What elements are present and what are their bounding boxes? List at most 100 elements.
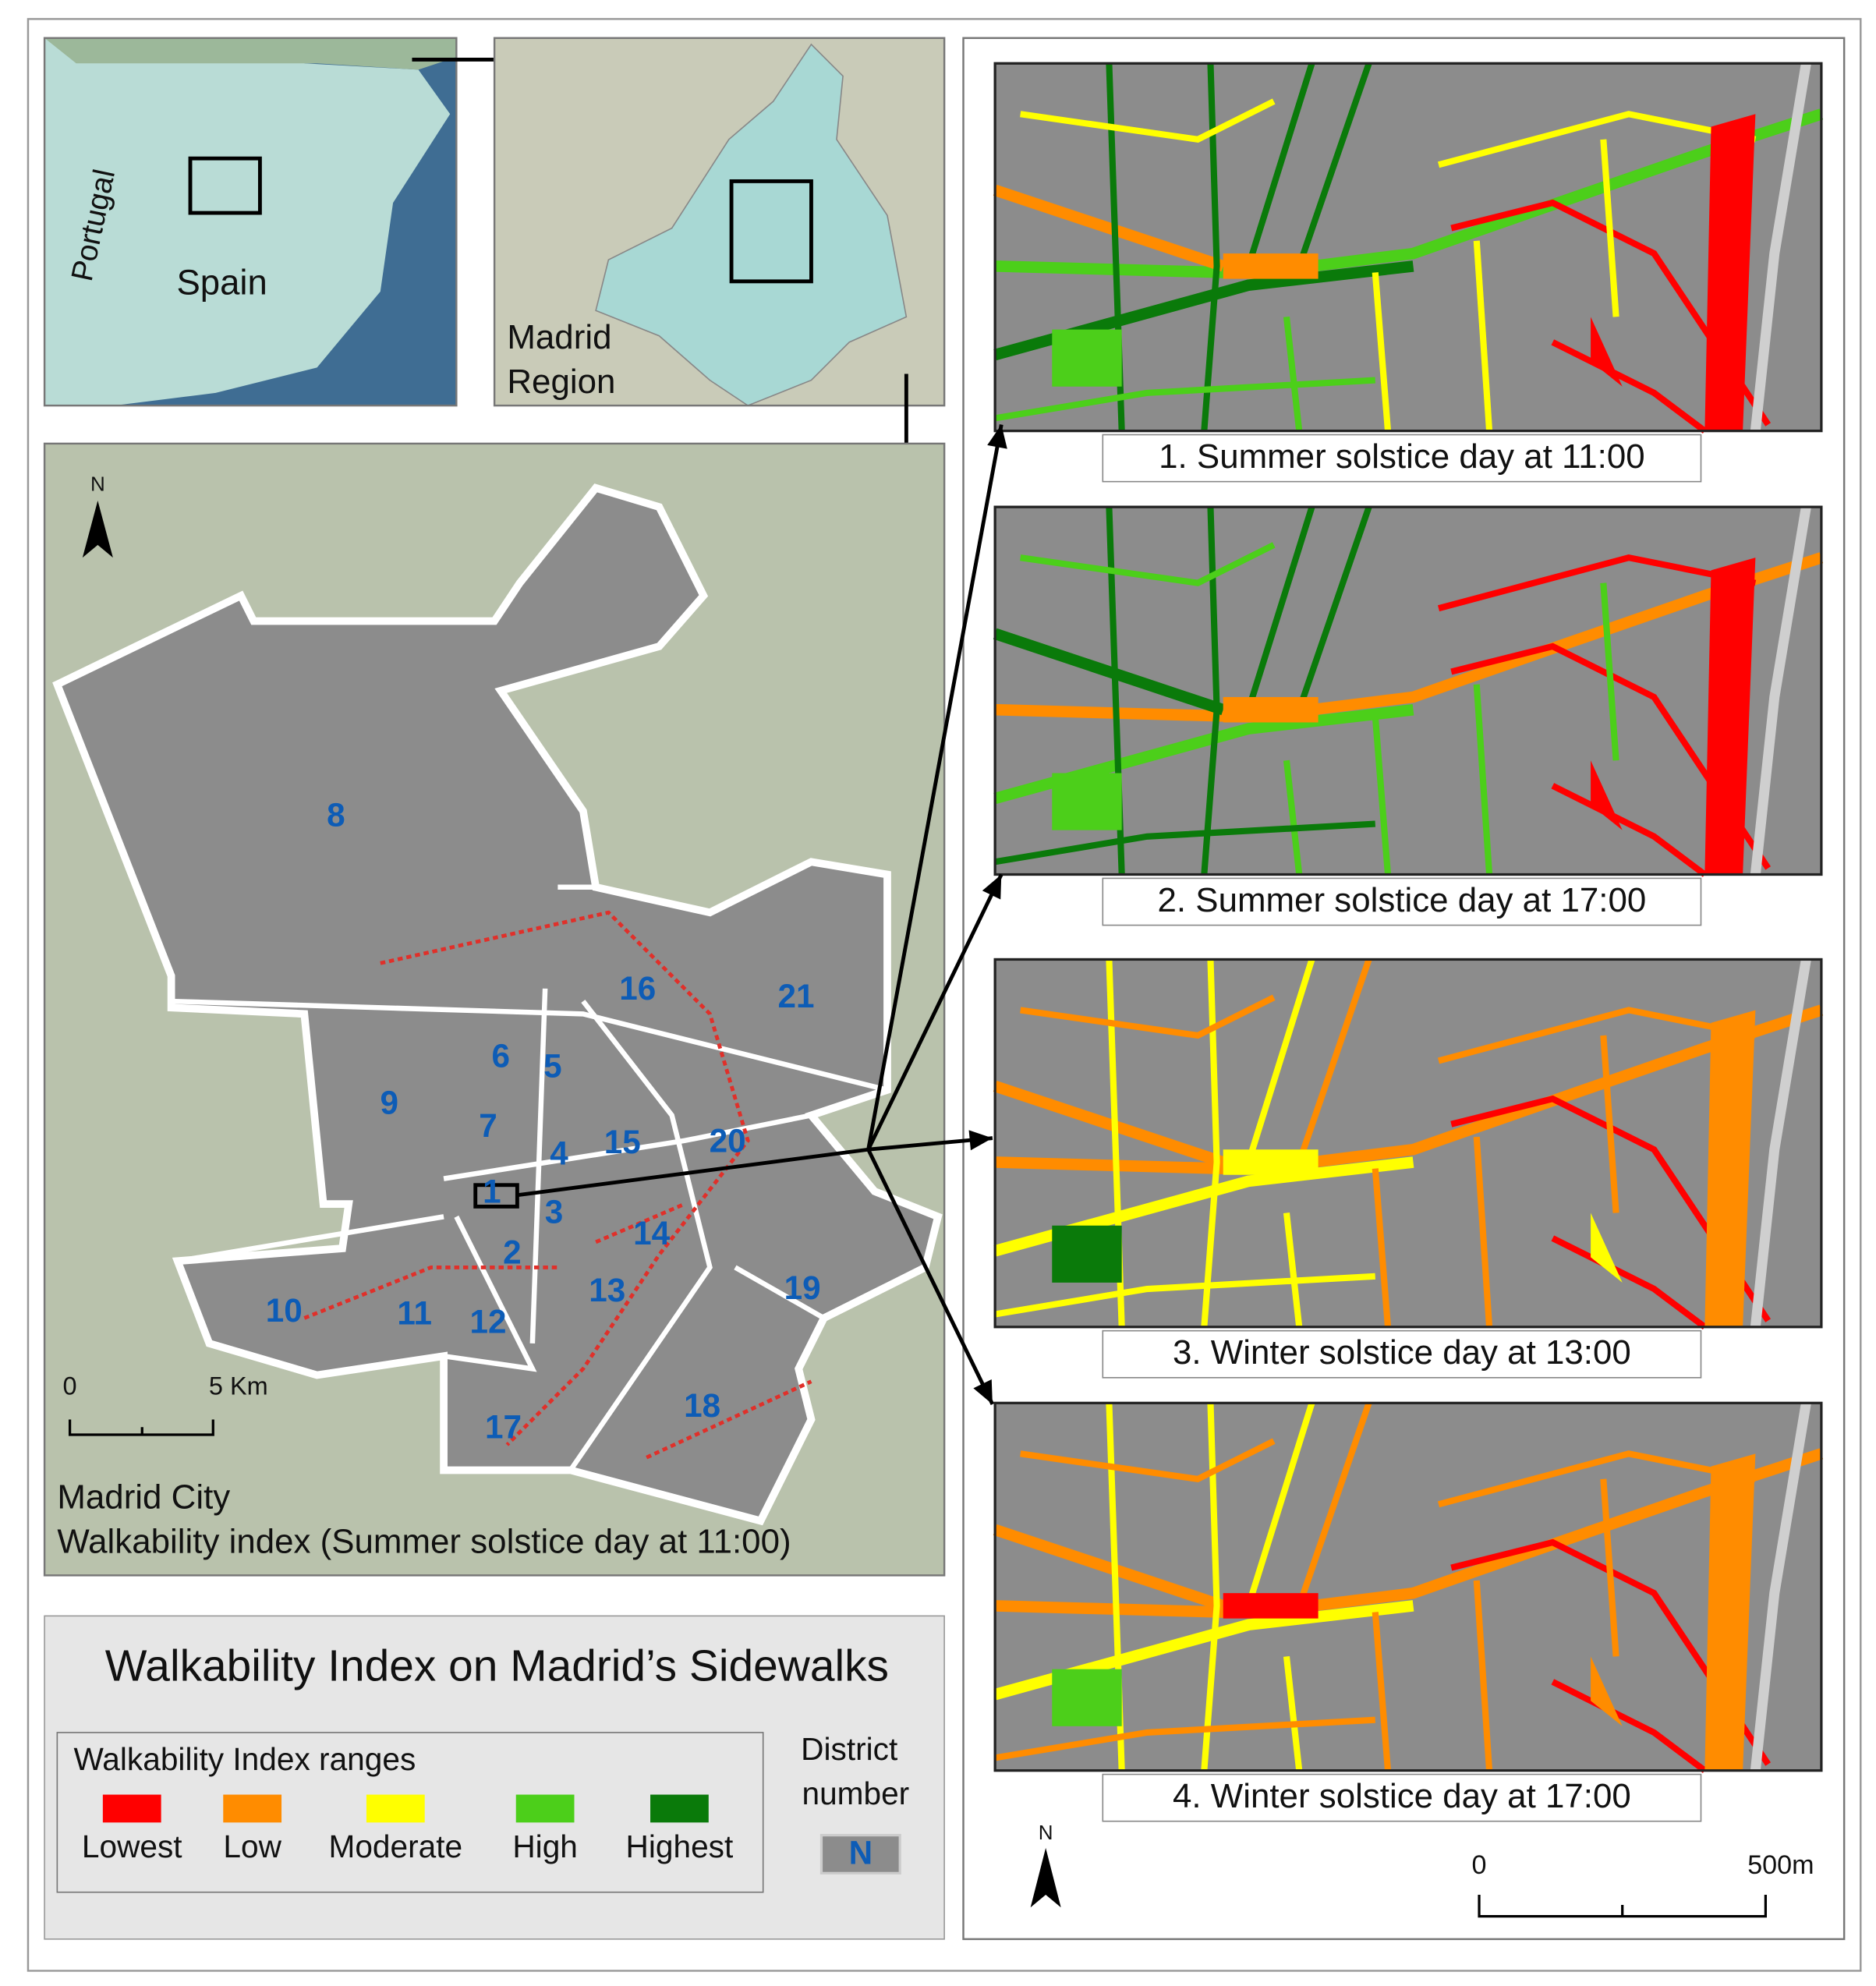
sidewalk: [1296, 62, 1372, 267]
road: [1750, 1402, 1811, 1772]
scale-label: 5 Km: [209, 1372, 268, 1400]
label-spain: Spain: [176, 263, 267, 303]
sidewalk: [1283, 1655, 1303, 1772]
district-title-2: number: [802, 1775, 909, 1811]
panel-caption: 2. Summer solstice day at 17:00: [1158, 881, 1647, 919]
detail-frame: [993, 958, 1823, 1329]
detail-frame: [993, 1401, 1823, 1772]
label-region-1: Madrid: [507, 318, 611, 356]
road: [1750, 506, 1811, 876]
sidewalk: [994, 1716, 1375, 1761]
sidewalk: [1283, 759, 1303, 875]
sidewalk: [993, 1081, 1226, 1168]
scale-bar: [68, 1419, 214, 1436]
sidewalk: [1296, 1401, 1372, 1607]
plaza-block: [1704, 558, 1756, 875]
park: [1052, 1225, 1122, 1283]
sidewalk: [1372, 272, 1392, 431]
caption-box: [1102, 1329, 1702, 1379]
city-boundary: [52, 483, 943, 1526]
panel-caption: 4. Winter solstice day at 17:00: [1173, 1777, 1631, 1815]
scale-label: 0: [1472, 1850, 1487, 1880]
ranges-box: [56, 1732, 764, 1893]
sidewalk: [1245, 958, 1315, 1163]
detail-frame: [993, 62, 1823, 433]
region-inset: Madrid Region: [493, 37, 946, 407]
road: [1750, 958, 1811, 1328]
legend-swatch: [515, 1794, 575, 1823]
city-map: N 0 5 Km Madrid City Walkability index (…: [43, 442, 946, 1577]
district-number: 19: [784, 1269, 821, 1306]
sidewalk: [1473, 240, 1493, 431]
madrid-region: [595, 43, 908, 407]
locator-box: [188, 156, 262, 215]
sidewalk: [993, 1524, 1226, 1612]
sidewalk: [1245, 1402, 1315, 1607]
district-title-1: District: [801, 1731, 897, 1767]
legend-swatch: [366, 1794, 425, 1823]
sidewalk: [1283, 316, 1303, 432]
district-number: 1: [483, 1173, 501, 1209]
map-frame: [43, 442, 946, 1577]
caption-box: [1102, 1773, 1702, 1822]
sidewalk: [1551, 1679, 1707, 1773]
district-number: 18: [684, 1387, 720, 1424]
scale-label: 500m: [1747, 1850, 1814, 1880]
district-number: 12: [469, 1304, 506, 1340]
district-swatch: [819, 1833, 901, 1874]
legend-swatch: [223, 1794, 282, 1823]
park: [1052, 329, 1122, 387]
sidewalk: [1600, 1035, 1619, 1213]
district-number: 13: [589, 1272, 625, 1308]
district-number: 5: [543, 1047, 562, 1084]
city-caption-1: Madrid City: [57, 1478, 230, 1516]
legend-swatch: [650, 1794, 709, 1823]
legend-label: Moderate: [329, 1828, 463, 1864]
district-number: 7: [479, 1107, 497, 1144]
district-number: 4: [550, 1135, 568, 1172]
scale-bar: [1478, 1894, 1768, 1918]
detail-map: [993, 1401, 1824, 1773]
sidewalk: [994, 377, 1375, 422]
plaza: [1223, 253, 1319, 279]
arrow-head: [968, 1130, 993, 1151]
district-borders: [171, 884, 888, 1472]
panel-caption: 3. Winter solstice day at 13:00: [1173, 1333, 1631, 1372]
district-number: 8: [327, 797, 345, 834]
sidewalk: [1600, 582, 1619, 761]
district-number: 14: [633, 1215, 670, 1251]
detail-map: [993, 505, 1824, 877]
arrow-head: [973, 1379, 993, 1404]
sidewalk: [1020, 994, 1276, 1039]
sidewalk: [1296, 505, 1372, 711]
legend-label: High: [512, 1828, 578, 1864]
arrow: [866, 424, 1003, 1150]
north-label: N: [90, 472, 105, 495]
plaza: [1223, 1149, 1319, 1175]
sidewalk: [1296, 958, 1372, 1163]
sidewalk: [1020, 98, 1276, 143]
district-number: 15: [604, 1124, 641, 1160]
ranges-title: Walkability Index ranges: [73, 1741, 416, 1777]
sidewalk: [1372, 1612, 1392, 1772]
city-caption-2: Walkability index (Summer solstice day a…: [57, 1522, 791, 1560]
sidewalk: [1551, 783, 1707, 877]
district-number: 9: [380, 1085, 398, 1121]
sidewalk: [993, 184, 1226, 272]
sidewalk: [1245, 62, 1315, 267]
panel-arrows: [517, 424, 1007, 1406]
sidewalk: [1372, 716, 1392, 875]
legend-label: Lowest: [82, 1828, 182, 1864]
sidewalk: [1473, 1136, 1493, 1328]
plaza: [1223, 696, 1319, 723]
legend-title: Walkability Index on Madrid’s Sidewalks: [105, 1642, 889, 1691]
plaza: [1223, 1593, 1319, 1619]
district-number: 11: [397, 1294, 432, 1331]
sidewalk: [1372, 1168, 1392, 1328]
district-number: 16: [619, 970, 656, 1007]
park: [1052, 1669, 1122, 1726]
spain-inset: Portugal Spain: [43, 37, 458, 407]
north-arrow: [82, 501, 113, 558]
plaza-block: [1704, 114, 1756, 431]
